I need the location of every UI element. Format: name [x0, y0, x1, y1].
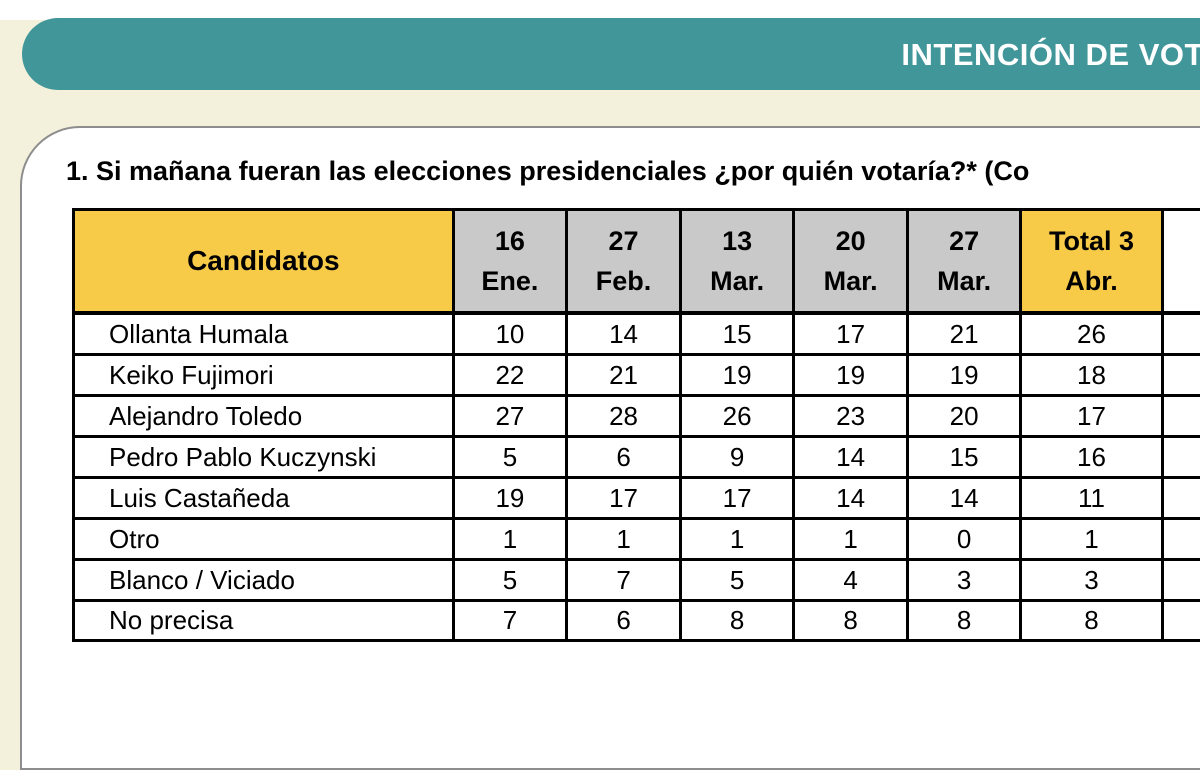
results-table: Candidatos 16 Ene. 27 Feb. 13 Mar. 20 Ma… [72, 208, 1200, 642]
banner-title: INTENCIÓN DE VOTO [901, 37, 1200, 73]
value-cell-total: 11 [1021, 478, 1162, 519]
value-cell: 21 [907, 313, 1021, 355]
column-header-day: Total 3 [1022, 221, 1160, 261]
value-cell-total: 18 [1021, 355, 1162, 396]
cut-off-cell [1162, 478, 1200, 519]
column-header-candidates: Candidatos [74, 210, 454, 314]
value-cell: 7 [453, 601, 567, 641]
value-cell: 20 [907, 396, 1021, 437]
column-header-label: Candidatos [187, 245, 339, 276]
value-cell: 27 [453, 396, 567, 437]
column-header-month: Ene. [455, 261, 566, 301]
value-cell-total: 1 [1021, 519, 1162, 560]
column-header-day: 16 [455, 221, 566, 261]
table-row: Luis Castañeda 19 17 17 14 14 11 [74, 478, 1200, 519]
value-cell: 8 [907, 601, 1021, 641]
value-cell-total: 17 [1021, 396, 1162, 437]
value-cell: 7 [567, 560, 681, 601]
value-cell: 10 [453, 313, 567, 355]
value-cell-total: 16 [1021, 437, 1162, 478]
section-banner: INTENCIÓN DE VOTO [22, 18, 1200, 90]
cut-off-cell [1162, 437, 1200, 478]
value-cell: 17 [794, 313, 908, 355]
value-cell: 3 [907, 560, 1021, 601]
column-header-month: Mar. [795, 261, 906, 301]
value-cell: 1 [680, 519, 794, 560]
column-header-day: 27 [909, 221, 1020, 261]
value-cell: 0 [907, 519, 1021, 560]
header-row: Candidatos 16 Ene. 27 Feb. 13 Mar. 20 Ma… [74, 210, 1200, 314]
cut-off-cell [1162, 519, 1200, 560]
value-cell: 14 [794, 478, 908, 519]
candidate-name: Otro [74, 519, 454, 560]
value-cell: 14 [794, 437, 908, 478]
column-header-day: 27 [568, 221, 679, 261]
cut-off-cell [1162, 355, 1200, 396]
value-cell: 5 [680, 560, 794, 601]
value-cell: 28 [567, 396, 681, 437]
column-header-cut-off [1162, 210, 1200, 314]
value-cell: 14 [567, 313, 681, 355]
value-cell: 23 [794, 396, 908, 437]
value-cell: 6 [567, 601, 681, 641]
value-cell: 15 [680, 313, 794, 355]
candidate-name: Blanco / Viciado [74, 560, 454, 601]
candidate-name: Ollanta Humala [74, 313, 454, 355]
value-cell: 1 [794, 519, 908, 560]
column-header-month: Mar. [682, 261, 793, 301]
value-cell: 19 [907, 355, 1021, 396]
value-cell: 8 [680, 601, 794, 641]
table-row: No precisa 7 6 8 8 8 8 [74, 601, 1200, 641]
value-cell: 1 [567, 519, 681, 560]
top-strip [0, 0, 1200, 20]
column-header-13-mar: 13 Mar. [680, 210, 794, 314]
value-cell: 5 [453, 437, 567, 478]
column-header-month: Mar. [909, 261, 1020, 301]
value-cell: 6 [567, 437, 681, 478]
value-cell: 26 [680, 396, 794, 437]
cut-off-cell [1162, 396, 1200, 437]
column-header-day: 13 [682, 221, 793, 261]
column-header-16-ene: 16 Ene. [453, 210, 567, 314]
value-cell: 5 [453, 560, 567, 601]
cut-off-cell [1162, 560, 1200, 601]
value-cell: 9 [680, 437, 794, 478]
value-cell: 4 [794, 560, 908, 601]
value-cell-total: 8 [1021, 601, 1162, 641]
value-cell: 17 [567, 478, 681, 519]
value-cell: 19 [680, 355, 794, 396]
column-header-month: Abr. [1022, 261, 1160, 301]
value-cell: 1 [453, 519, 567, 560]
column-header-27-feb: 27 Feb. [567, 210, 681, 314]
cut-off-cell [1162, 313, 1200, 355]
table-row: Keiko Fujimori 22 21 19 19 19 18 [74, 355, 1200, 396]
column-header-27-mar: 27 Mar. [907, 210, 1021, 314]
table-row: Otro 1 1 1 1 0 1 [74, 519, 1200, 560]
value-cell: 8 [794, 601, 908, 641]
table-row: Alejandro Toledo 27 28 26 23 20 17 [74, 396, 1200, 437]
candidate-name: Alejandro Toledo [74, 396, 454, 437]
candidate-name: Pedro Pablo Kuczynski [74, 437, 454, 478]
candidate-name: No precisa [74, 601, 454, 641]
value-cell-total: 26 [1021, 313, 1162, 355]
candidate-name: Luis Castañeda [74, 478, 454, 519]
table-row: Ollanta Humala 10 14 15 17 21 26 [74, 313, 1200, 355]
value-cell: 17 [680, 478, 794, 519]
table-row: Blanco / Viciado 5 7 5 4 3 3 [74, 560, 1200, 601]
column-header-20-mar: 20 Mar. [794, 210, 908, 314]
value-cell-total: 3 [1021, 560, 1162, 601]
column-header-total-3-abr: Total 3 Abr. [1021, 210, 1162, 314]
value-cell: 14 [907, 478, 1021, 519]
candidate-name: Keiko Fujimori [74, 355, 454, 396]
cut-off-cell [1162, 601, 1200, 641]
column-header-day: 20 [795, 221, 906, 261]
value-cell: 19 [794, 355, 908, 396]
value-cell: 15 [907, 437, 1021, 478]
column-header-month: Feb. [568, 261, 679, 301]
value-cell: 19 [453, 478, 567, 519]
value-cell: 22 [453, 355, 567, 396]
question-text: 1. Si mañana fueran las elecciones presi… [66, 156, 1200, 187]
table-row: Pedro Pablo Kuczynski 5 6 9 14 15 16 [74, 437, 1200, 478]
value-cell: 21 [567, 355, 681, 396]
